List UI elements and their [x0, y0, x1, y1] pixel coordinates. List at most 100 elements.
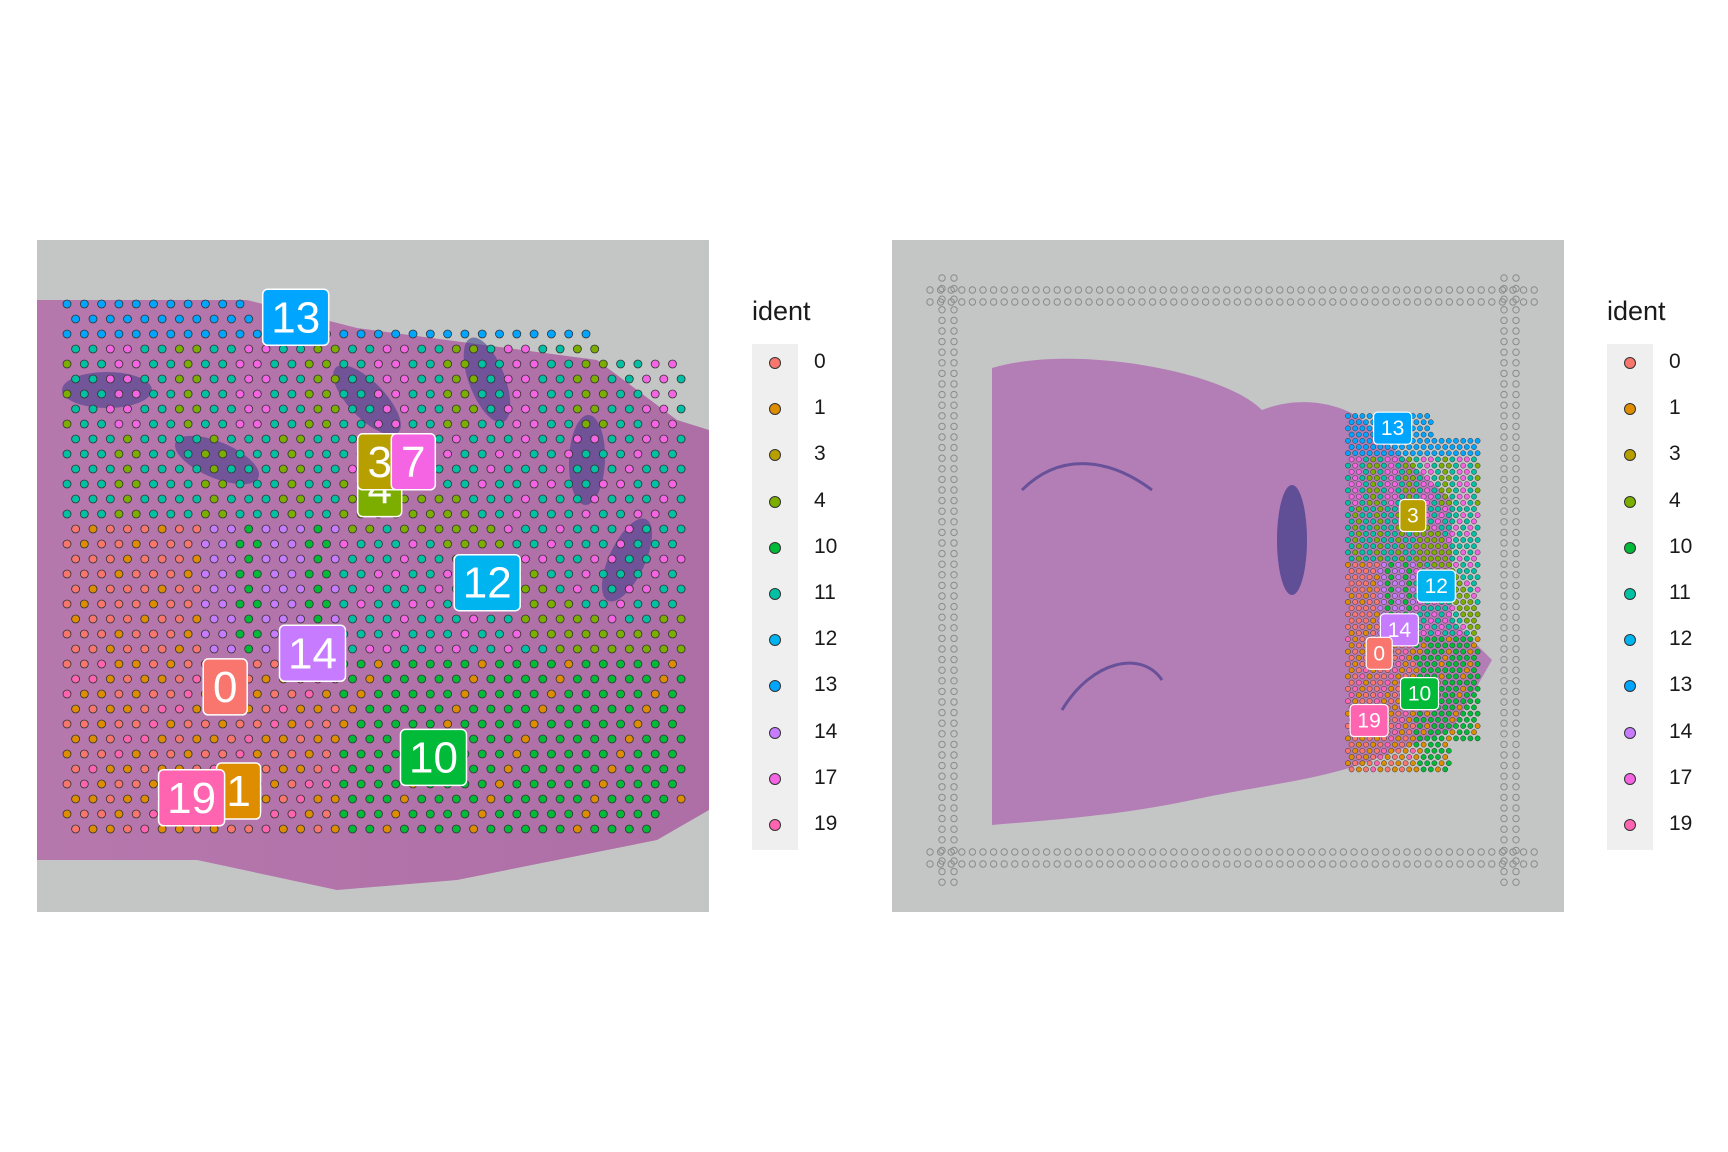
fiducial-spot [1318, 848, 1326, 856]
spot-cluster-11 [1453, 623, 1459, 630]
spot-cluster-1 [1402, 661, 1409, 667]
spot-cluster-11 [1377, 456, 1384, 463]
spot-cluster-19 [1391, 667, 1398, 674]
spot-cluster-10 [590, 734, 600, 744]
spot-cluster-0 [149, 629, 158, 639]
fiducial-spot [950, 422, 958, 431]
spot-cluster-1 [1406, 716, 1413, 723]
spot-cluster-13 [1460, 450, 1467, 457]
spot-cluster-11 [97, 389, 106, 399]
spot-cluster-11 [1435, 481, 1441, 488]
spot-cluster-13 [1474, 437, 1481, 444]
fiducial-spot [1223, 848, 1231, 856]
fiducial-spot [950, 730, 958, 738]
spot-cluster-19 [270, 809, 280, 819]
spot-cluster-17 [1456, 518, 1463, 525]
spot-cluster-10 [547, 779, 556, 789]
spot-cluster-10 [529, 779, 539, 789]
spot-cluster-17 [1388, 487, 1395, 494]
spot-cluster-0 [1409, 723, 1416, 729]
spot-cluster-0 [1366, 561, 1373, 568]
spot-cluster-13 [235, 329, 245, 339]
spot-cluster-4 [131, 509, 141, 519]
spot-cluster-11 [296, 374, 306, 384]
spot-cluster-19 [304, 689, 314, 699]
spot-cluster-4 [1442, 493, 1449, 500]
spot-cluster-11 [434, 464, 444, 474]
spot-cluster-11 [339, 449, 349, 459]
spot-cluster-10 [451, 674, 461, 684]
spot-cluster-17 [521, 344, 530, 354]
spot-cluster-0 [131, 599, 141, 609]
spot-cluster-1 [131, 659, 141, 669]
fiducial-spot [950, 878, 958, 886]
spot-cluster-0 [192, 524, 202, 534]
spot-cluster-1 [192, 734, 202, 744]
spot-cluster-1 [149, 599, 158, 609]
spot-cluster-0 [1359, 586, 1366, 593]
spot-cluster-1 [1456, 692, 1463, 698]
legend-label-10: 10 [814, 534, 838, 558]
spot-cluster-11 [1370, 506, 1377, 512]
spot-cluster-11 [1471, 580, 1477, 587]
spot-cluster-19 [1395, 661, 1402, 667]
fiducial-spot [1244, 848, 1252, 856]
fiducial-spot [950, 465, 958, 473]
spot-cluster-11 [235, 449, 245, 459]
fiducial-spot [950, 486, 958, 494]
fiducial-spot [1500, 359, 1508, 367]
fiducial-spot [1530, 286, 1538, 294]
spot-cluster-10 [1417, 661, 1423, 667]
spot-cluster-10 [252, 539, 262, 549]
spot-cluster-0 [1381, 673, 1387, 680]
spot-cluster-13 [62, 299, 72, 309]
fiducial-spot [1500, 539, 1508, 547]
fiducial-spot [1223, 286, 1231, 294]
spot-cluster-1 [79, 689, 89, 699]
spot-cluster-10 [573, 764, 582, 774]
fiducial-spot [938, 602, 946, 611]
spot-cluster-17 [123, 374, 132, 384]
spot-cluster-11 [573, 554, 582, 564]
spot-cluster-4 [1377, 530, 1384, 537]
fiducial-spot [1413, 286, 1422, 294]
fiducial-spot [1512, 825, 1520, 833]
spot-cluster-0 [62, 719, 72, 729]
legend-item-17: 17 [1607, 756, 1717, 802]
spot-cluster-10 [1435, 741, 1441, 748]
spot-cluster-1 [460, 689, 470, 699]
fiducial-spot [1509, 286, 1517, 294]
fiducial-spot [1512, 793, 1520, 802]
spot-cluster-17 [399, 404, 409, 414]
spot-cluster-0 [166, 749, 176, 759]
spot-cluster-10 [1445, 747, 1452, 754]
spot-cluster-13 [1424, 450, 1431, 457]
spot-cluster-11 [1345, 475, 1351, 481]
spot-cluster-14 [270, 629, 280, 639]
spot-cluster-10 [642, 734, 651, 744]
spot-cluster-11 [1417, 487, 1423, 494]
spot-cluster-0 [1359, 661, 1366, 667]
spot-cluster-0 [71, 524, 80, 534]
spot-cluster-11 [1391, 530, 1398, 537]
spot-cluster-11 [174, 464, 184, 474]
spot-cluster-1 [633, 719, 643, 729]
spot-cluster-1 [330, 824, 340, 834]
spot-cluster-0 [174, 674, 184, 684]
fiducial-spot [1500, 730, 1508, 738]
spot-cluster-19 [192, 674, 202, 684]
spot-cluster-0 [1359, 698, 1366, 705]
spot-cluster-19 [1345, 698, 1351, 705]
spot-cluster-13 [460, 329, 470, 339]
spot-cluster-11 [555, 374, 565, 384]
fiducial-spot [958, 286, 966, 294]
fiducial-spot [1519, 286, 1528, 294]
fiducial-spot [1339, 298, 1348, 306]
fiducial-spot [1500, 433, 1508, 441]
spot-cluster-11 [512, 479, 522, 489]
spot-cluster-11 [417, 584, 427, 594]
spot-cluster-19 [174, 704, 184, 714]
spot-cluster-4 [1456, 605, 1463, 612]
spot-cluster-10 [503, 734, 513, 744]
legend-right: ident 0 1 3 4 10 11 12 13 14 17 19 [1607, 296, 1717, 850]
